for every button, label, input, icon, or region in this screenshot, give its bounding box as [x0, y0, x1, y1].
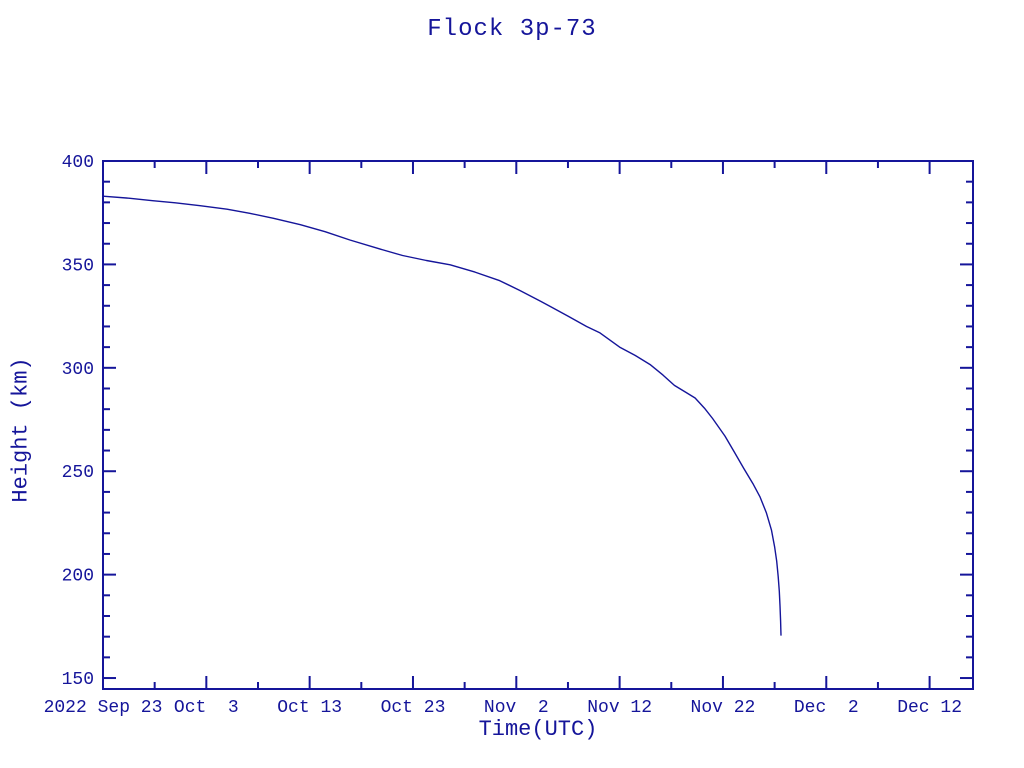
x-tick-label: Nov 2	[484, 698, 549, 718]
x-tick-label: Oct 3	[174, 698, 239, 718]
x-axis-title: Time(UTC)	[478, 717, 598, 742]
x-tick-label: Nov 22	[691, 698, 756, 718]
decay-curve	[102, 195, 782, 636]
x-tick-label: Dec 12	[897, 698, 962, 718]
y-tick-label: 350	[62, 256, 94, 276]
x-tick-label: 2022 Sep 23	[44, 698, 163, 718]
y-tick-label: 250	[62, 463, 94, 483]
x-tick-label: Nov 12	[587, 698, 652, 718]
y-tick-label: 200	[62, 567, 94, 587]
y-tick-label: 400	[62, 153, 94, 173]
y-tick-label: 300	[62, 360, 94, 380]
x-tick-label: Oct 13	[277, 698, 342, 718]
plot-frame	[102, 160, 974, 690]
y-tick-label: 150	[62, 670, 94, 690]
chart-title: Flock 3p-73	[427, 16, 597, 43]
x-tick-label: Oct 23	[381, 698, 446, 718]
x-tick-label: Dec 2	[794, 698, 859, 718]
